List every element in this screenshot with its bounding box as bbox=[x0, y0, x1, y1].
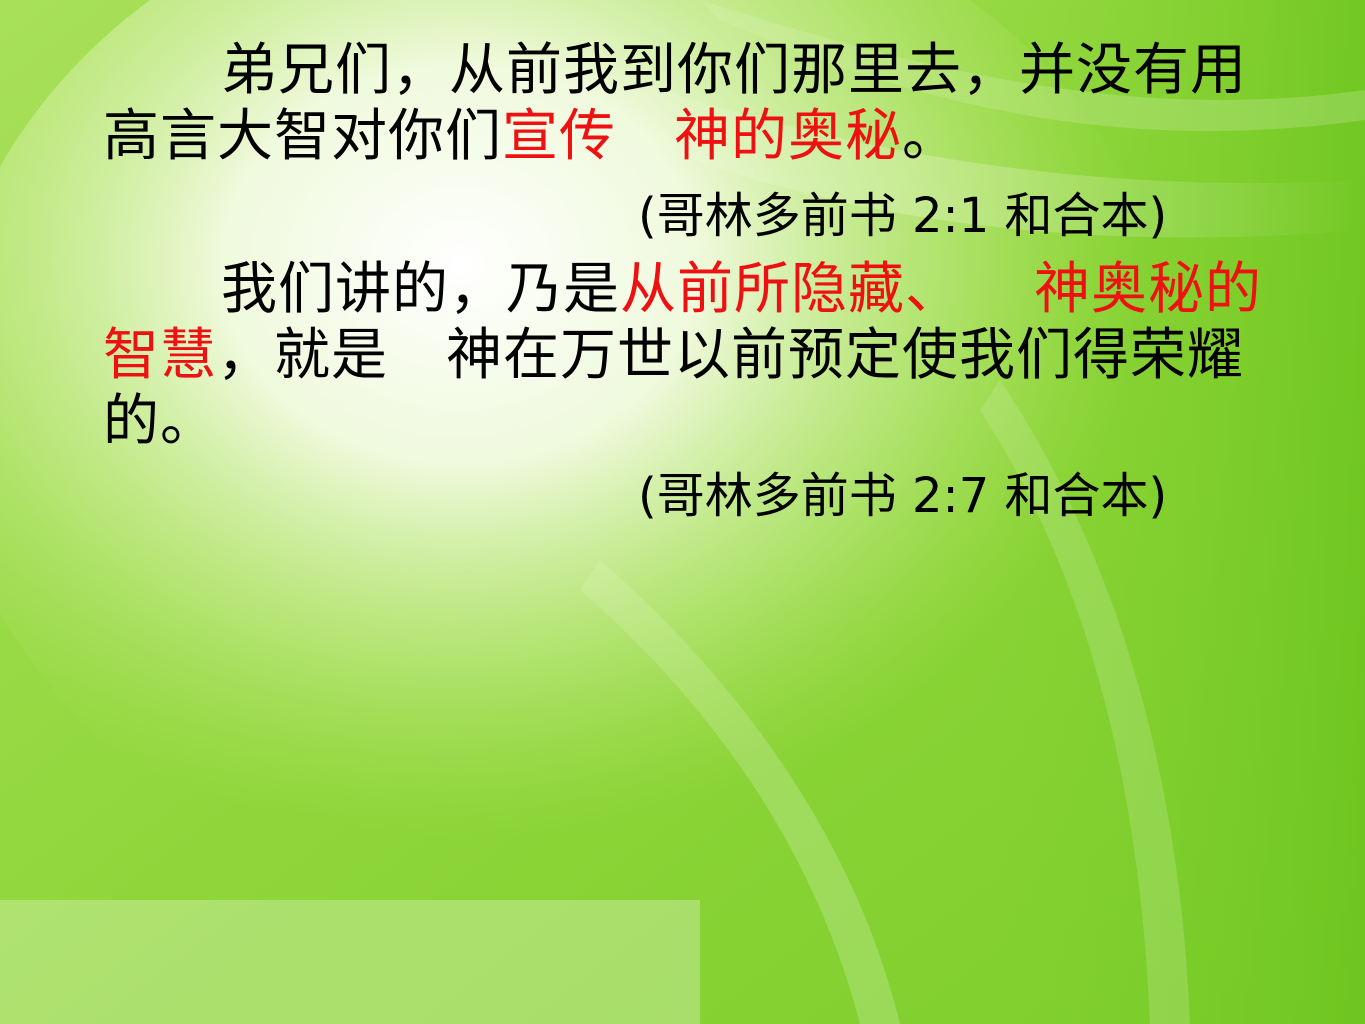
verse-2-text-2: ，就是 bbox=[217, 323, 388, 388]
verse-2-highlight-b: 神奥秘的智慧 bbox=[103, 257, 1262, 388]
verse-2-text-3: 神在万世以前预定使我们得荣耀的。 bbox=[103, 323, 1244, 454]
reference-1: (哥林多前书 2:1 和合本) bbox=[638, 188, 1168, 244]
verse-2: 我们讲的，乃是从前所隐藏、 神奥秘的智慧，就是 神在万世以前预定使我们得荣耀的。 bbox=[103, 257, 1293, 455]
verse-1-end: 。 bbox=[902, 104, 959, 169]
verse-1-highlight-a: 宣传 bbox=[502, 104, 616, 169]
verse-2-text: 我们讲的，乃是 bbox=[221, 257, 620, 322]
verse-1-highlight-b: 神的奥秘 bbox=[674, 104, 902, 169]
reference-2: (哥林多前书 2:7 和合本) bbox=[638, 468, 1168, 524]
verse-2-highlight-a: 从前所隐藏、 bbox=[620, 257, 962, 322]
verse-1-text: 弟兄们，从前我到你们那里去，并没有用高言大智对你们 bbox=[103, 38, 1247, 169]
verse-1: 弟兄们，从前我到你们那里去，并没有用高言大智对你们宣传 神的奥秘。 bbox=[103, 38, 1293, 170]
